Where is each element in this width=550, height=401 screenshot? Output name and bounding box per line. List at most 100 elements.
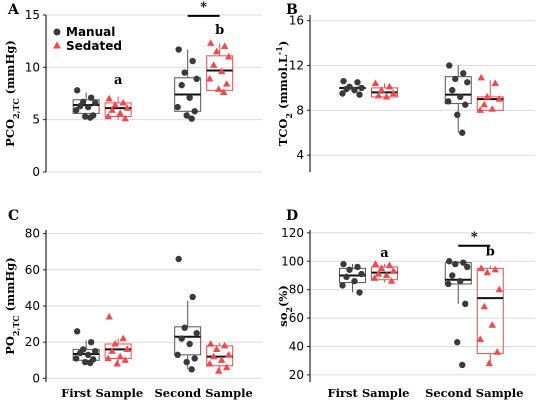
- data-point-sedated: [123, 104, 131, 111]
- data-point-sedated: [222, 80, 231, 87]
- data-point-manual: [178, 335, 185, 342]
- data-point-manual: [186, 340, 193, 348]
- legend-marker-sedated: [53, 41, 61, 49]
- y-tick-label: 80: [289, 283, 304, 297]
- data-point-manual: [186, 94, 193, 101]
- data-point-manual: [81, 113, 89, 120]
- data-point-sedated: [209, 61, 218, 68]
- data-point-manual: [87, 338, 95, 346]
- data-point-manual: [354, 263, 361, 271]
- data-point-sedated: [220, 42, 229, 49]
- data-point-sedated: [483, 92, 491, 100]
- data-point-sedated: [480, 100, 488, 108]
- data-point-manual: [181, 69, 188, 76]
- data-point-sedated: [212, 47, 221, 55]
- data-point-sedated: [209, 352, 218, 360]
- data-point-sedated: [214, 85, 223, 92]
- data-point-manual: [86, 114, 94, 121]
- panel-letter: D: [286, 208, 298, 224]
- y-tick-label: 40: [25, 299, 40, 313]
- data-point-manual: [81, 358, 89, 366]
- data-point-manual: [452, 75, 459, 83]
- box-sedated: [104, 312, 132, 367]
- data-point-sedated: [385, 82, 394, 90]
- data-point-manual: [189, 57, 196, 65]
- data-point-manual: [454, 339, 461, 346]
- group-letter: a: [114, 73, 123, 88]
- data-point-sedated: [212, 345, 221, 353]
- data-point-manual: [459, 129, 466, 136]
- data-point-sedated: [377, 86, 386, 93]
- data-point-sedated: [205, 359, 214, 367]
- data-point-sedated: [485, 359, 493, 367]
- data-point-manual: [181, 324, 188, 331]
- y-axis-label-sup: -1: [274, 46, 284, 55]
- data-point-sedated: [480, 302, 488, 310]
- box-manual: [444, 62, 472, 136]
- data-point-manual: [358, 84, 365, 92]
- data-point-sedated: [491, 265, 499, 273]
- y-tick-label: 5: [32, 113, 40, 127]
- y-axis-label-tail: ): [276, 41, 290, 46]
- data-point-manual: [356, 91, 363, 98]
- data-point-manual: [189, 293, 196, 301]
- box-manual: [339, 260, 366, 296]
- data-point-sedated: [382, 92, 391, 100]
- data-point-manual: [446, 258, 453, 265]
- data-point-manual: [193, 329, 200, 337]
- data-point-manual: [183, 112, 190, 119]
- data-point-manual: [188, 366, 195, 373]
- data-point-manual: [462, 101, 469, 108]
- data-point-manual: [462, 300, 469, 308]
- y-axis-label-main: PCO: [3, 119, 17, 147]
- data-point-sedated: [214, 367, 223, 374]
- data-point-manual: [73, 87, 81, 94]
- data-point-sedated: [206, 340, 215, 347]
- data-point-manual: [340, 260, 347, 268]
- data-point-sedated: [224, 350, 233, 358]
- data-point-sedated: [374, 91, 383, 99]
- data-point-manual: [183, 358, 190, 366]
- data-point-manual: [91, 99, 99, 107]
- data-point-sedated: [385, 261, 394, 269]
- y-tick-label: 20: [289, 368, 304, 382]
- data-point-sedated: [104, 354, 112, 362]
- data-point-manual: [191, 108, 198, 115]
- data-point-sedated: [206, 39, 215, 46]
- y-tick-label: 100: [281, 254, 304, 268]
- data-point-sedated: [119, 334, 127, 342]
- data-point-sedated: [119, 98, 127, 106]
- data-point-manual: [449, 86, 456, 94]
- y-axis-label-sub: 2: [284, 113, 294, 119]
- data-point-manual: [449, 272, 456, 279]
- panel-letter: B: [286, 2, 298, 18]
- data-point-manual: [72, 107, 80, 114]
- data-point-sedated: [104, 112, 112, 120]
- data-point-sedated: [476, 335, 484, 342]
- data-point-sedated: [495, 285, 503, 293]
- data-point-sedated: [483, 268, 491, 276]
- data-point-manual: [191, 355, 198, 362]
- box-sedated: [104, 94, 132, 122]
- data-point-manual: [339, 90, 346, 97]
- y-axis-label: PCO2,TC (mmHg): [3, 40, 21, 147]
- data-point-sedated: [111, 340, 119, 347]
- box-manual: [444, 258, 472, 369]
- data-point-manual: [464, 263, 471, 271]
- data-point-manual: [351, 86, 358, 94]
- y-axis-label-rest: (mmHg): [3, 257, 17, 315]
- data-point-sedated: [116, 109, 124, 116]
- data-point-sedated: [387, 277, 396, 284]
- data-point-sedated: [493, 348, 501, 355]
- panel-letter: A: [7, 2, 20, 18]
- data-point-sedated: [105, 94, 113, 102]
- panel-b: 4 8 12 16B TCO2 (mmol.L-1): [274, 2, 535, 172]
- box-manual: [72, 87, 100, 121]
- data-point-manual: [464, 79, 471, 86]
- data-point-sedated: [222, 363, 231, 371]
- significance-star: *: [471, 230, 478, 245]
- data-point-manual: [84, 103, 92, 111]
- data-point-manual: [178, 81, 185, 89]
